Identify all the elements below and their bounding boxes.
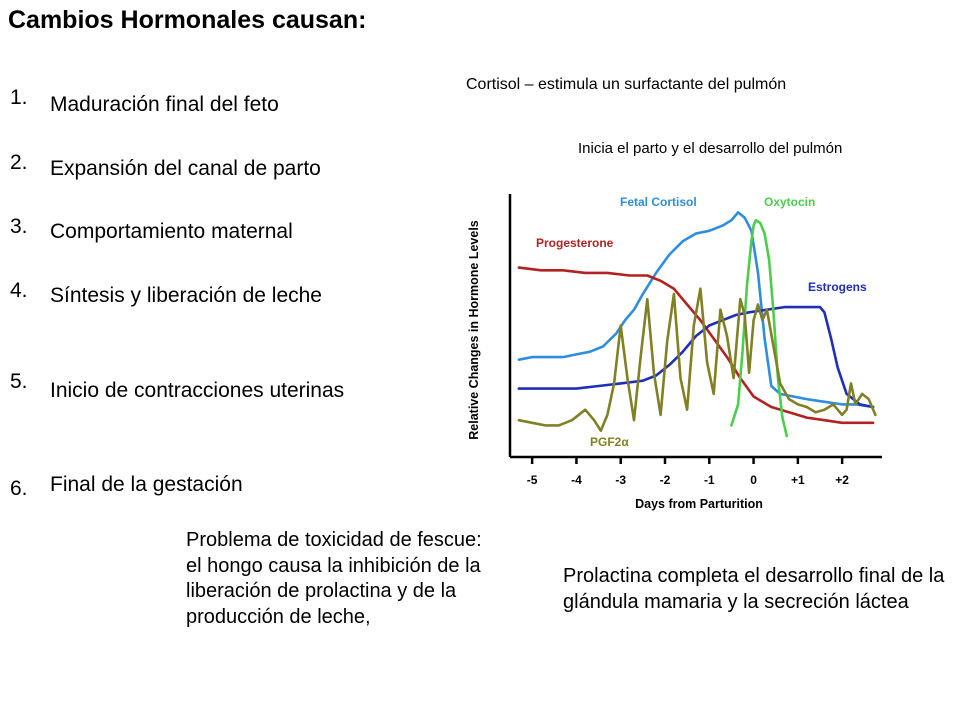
series-line-4 [517, 287, 877, 432]
list-item: Final de la gestación [50, 473, 243, 496]
plot-lines [517, 211, 877, 438]
x-ticks [530, 457, 844, 464]
x-tick-label: -3 [615, 473, 626, 487]
list-number: 3. [10, 215, 28, 238]
series-label: PGF2α [590, 435, 629, 449]
x-tick-label: -5 [527, 473, 538, 487]
x-axis-label: Days from Parturition [635, 497, 763, 511]
x-tick-labels: -5 -4 -3 -2 -1 0 +1 +2 [527, 473, 849, 487]
series-line-3 [730, 218, 789, 438]
hormone-levels-chart: -5 -4 -3 -2 -1 0 +1 +2 Days from Parturition Re… [467, 194, 882, 511]
list-item: Inicio de contracciones uterinas [50, 379, 345, 402]
series-label: Oxytocin [764, 195, 815, 209]
series-line-0 [517, 211, 875, 409]
lung-development-note: Inicia el parto y el desarrollo del pulm… [578, 140, 843, 157]
x-tick-label: +1 [791, 473, 805, 487]
fescue-toxicity-note: Problema de toxicidad de fescue: el hong… [186, 529, 482, 628]
list-number: 5. [10, 370, 28, 393]
list-item: Maduración final del feto [50, 93, 279, 116]
list-item: Expansión del canal de parto [50, 157, 321, 180]
series-line-1 [517, 266, 875, 425]
series-label: Fetal Cortisol [620, 195, 697, 209]
list-number: 4. [10, 279, 28, 302]
series-label: Progesterone [536, 236, 614, 250]
series-line-2 [517, 305, 875, 409]
series-label: Estrogens [808, 280, 867, 294]
x-tick-label: -4 [571, 473, 582, 487]
list-item: Síntesis y liberación de leche [50, 284, 322, 307]
prolactin-note: Prolactina completa el desarrollo final … [563, 565, 945, 613]
x-tick-label: -2 [660, 473, 671, 487]
slide-title: Cambios Hormonales causan: [8, 6, 367, 34]
x-tick-label: -1 [704, 473, 715, 487]
list-number: 2. [10, 151, 28, 174]
list-number: 6. [10, 477, 28, 500]
list-number: 1. [10, 86, 28, 109]
x-tick-label: 0 [750, 473, 757, 487]
x-tick-label: +2 [835, 473, 849, 487]
list-item: Comportamiento maternal [50, 220, 293, 243]
y-axis-label: Relative Changes in Hormone Levels [467, 220, 481, 440]
cortisol-note: Cortisol – estimula un surfactante del p… [466, 76, 787, 93]
series-labels: Fetal Cortisol Oxytocin Progesterone Estrog… [536, 195, 867, 449]
